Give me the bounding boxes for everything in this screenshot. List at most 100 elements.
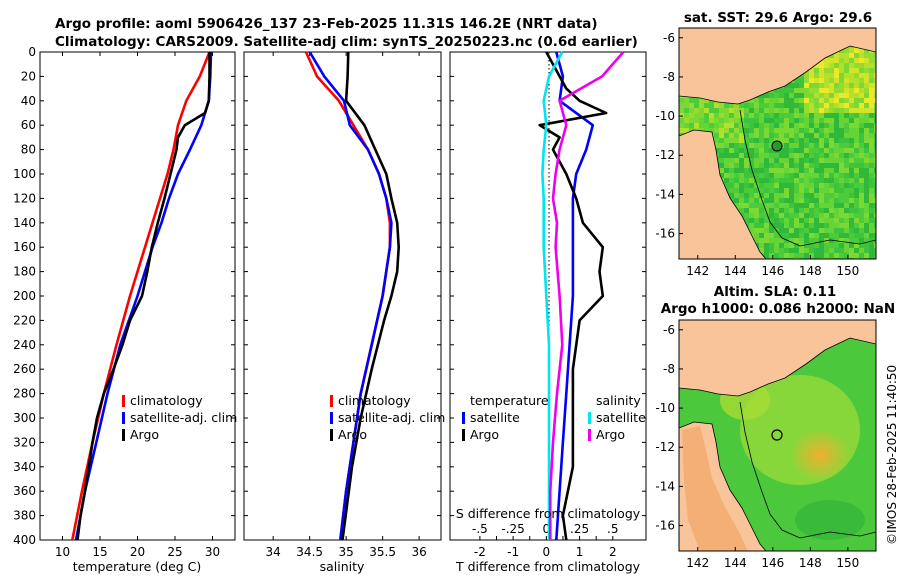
sst-pixel [819, 118, 824, 123]
sst-pixel [804, 178, 809, 183]
x-tick-label: 15 [92, 545, 107, 559]
sst-pixel [739, 148, 744, 153]
y-tick-label: 360 [13, 484, 36, 498]
sst-pixel [869, 198, 874, 203]
sst-map-title: sat. SST: 29.6 Argo: 29.6 [684, 10, 872, 26]
sst-pixel [844, 133, 849, 138]
sst-pixel [729, 168, 734, 173]
sst-pixel [764, 213, 769, 218]
sst-pixel [764, 128, 769, 133]
sst-pixel [784, 133, 789, 138]
sst-pixel [834, 148, 839, 153]
sst-pixel [829, 143, 834, 148]
sst-pixel [824, 213, 829, 218]
sst-pixel [814, 108, 819, 113]
sst-pixel [819, 113, 824, 118]
sst-pixel [869, 208, 874, 213]
sst-pixel [729, 178, 734, 183]
sst-pixel [824, 198, 829, 203]
sst-pixel [869, 243, 874, 248]
sst-pixel [789, 103, 794, 108]
sst-pixel [824, 128, 829, 133]
sst-pixel [764, 123, 769, 128]
sst-pixel [809, 173, 814, 178]
sst-pixel [694, 123, 699, 128]
sst-pixel [834, 63, 839, 68]
sst-pixel [734, 173, 739, 178]
sst-pixel [849, 88, 854, 93]
sst-pixel [799, 93, 804, 98]
sst-pixel [754, 118, 759, 123]
sst-pixel [809, 183, 814, 188]
sst-pixel [814, 213, 819, 218]
map-y-tick-label: -10 [655, 109, 675, 123]
x-tick-label: -2 [474, 545, 486, 559]
sst-pixel [854, 193, 859, 198]
sst-pixel [819, 73, 824, 78]
sst-pixel [824, 193, 829, 198]
sst-pixel [784, 223, 789, 228]
sst-pixel [754, 223, 759, 228]
map-y-tick-label: -14 [655, 479, 675, 493]
sst-pixel [824, 218, 829, 223]
sst-pixel [799, 248, 804, 253]
sst-pixel [809, 178, 814, 183]
sst-pixel [679, 108, 684, 113]
sst-pixel [779, 173, 784, 178]
sst-pixel [784, 198, 789, 203]
sst-pixel [849, 238, 854, 243]
sst-pixel [724, 153, 729, 158]
sst-pixel [844, 163, 849, 168]
sst-pixel [754, 193, 759, 198]
sst-pixel [774, 253, 779, 258]
sst-pixel [824, 93, 829, 98]
map-y-tick-label: -8 [663, 362, 675, 376]
s-difference-xlabel: S difference from climatology [456, 506, 641, 521]
sst-pixel [869, 103, 874, 108]
sst-pixel [704, 108, 709, 113]
sst-pixel [849, 253, 854, 258]
sst-pixel [839, 83, 844, 88]
sst-pixel [804, 213, 809, 218]
sst-pixel [844, 158, 849, 163]
sst-pixel [864, 118, 869, 123]
sst-pixel [799, 78, 804, 83]
sst-pixel [749, 168, 754, 173]
sst-pixel [834, 233, 839, 238]
sst-pixel [864, 243, 869, 248]
sst-pixel [749, 138, 754, 143]
sst-pixel [739, 183, 744, 188]
map-x-tick-label: 146 [761, 264, 784, 278]
sst-pixel [869, 163, 874, 168]
sst-pixel [839, 248, 844, 253]
sst-pixel [814, 208, 819, 213]
sst-pixel [859, 213, 864, 218]
sst-pixel [734, 178, 739, 183]
sst-pixel [819, 83, 824, 88]
sst-pixel [734, 123, 739, 128]
sst-pixel [749, 163, 754, 168]
sst-pixel [864, 53, 869, 58]
sst-pixel [849, 98, 854, 103]
sst-pixel [859, 143, 864, 148]
sst-pixel [854, 218, 859, 223]
sst-pixel [719, 168, 724, 173]
sst-pixel [869, 223, 874, 228]
sst-pixel [809, 213, 814, 218]
sst-pixel [779, 118, 784, 123]
sst-pixel [724, 178, 729, 183]
sst-pixel [759, 98, 764, 103]
sst-pixel [734, 148, 739, 153]
sst-pixel [869, 248, 874, 253]
sst-pixel [839, 123, 844, 128]
sst-pixel [779, 208, 784, 213]
sst-pixel [819, 188, 824, 193]
sst-pixel [864, 73, 869, 78]
sst-pixel [749, 178, 754, 183]
sst-pixel [724, 163, 729, 168]
sst-pixel [814, 143, 819, 148]
sst-pixel [844, 238, 849, 243]
sst-pixel [869, 53, 874, 58]
sst-pixel [719, 113, 724, 118]
map-y-tick-label: -16 [655, 227, 675, 241]
